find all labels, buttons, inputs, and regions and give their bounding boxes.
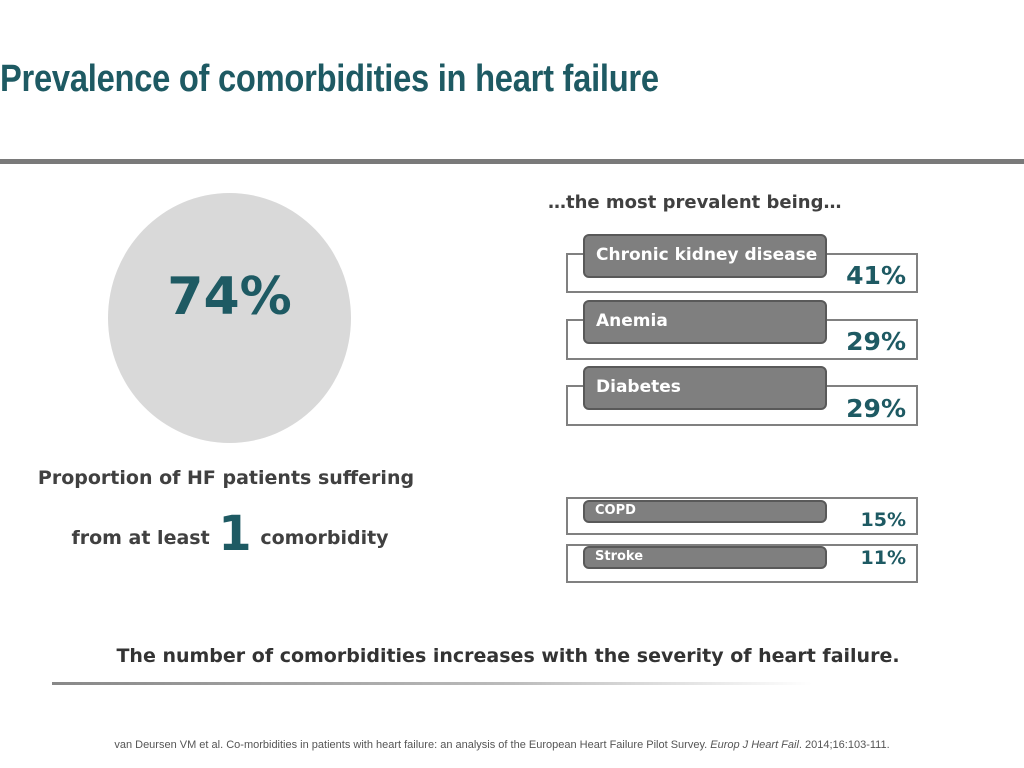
comorbidity-label-copd: COPD [583,500,827,523]
reference-citation: van Deursen VM et al. Co-morbidities in … [0,739,1004,751]
comorbidity-value-anemia: 29% [846,327,906,356]
page-title: Prevalence of comorbidities in heart fai… [0,58,659,100]
caption-number: 1 [218,506,252,562]
title-divider [0,159,1024,164]
comorbidity-value-ckd: 41% [846,261,906,290]
reference-journal: Europ J Heart Fail [710,739,799,751]
overall-circle: 74% [108,193,351,443]
comorbidity-label-diabetes: Diabetes [583,366,827,410]
caption-post: comorbidity [260,527,389,549]
overall-caption-line1: Proportion of HF patients suffering [37,467,415,489]
conclusion-text: The number of comorbidities increases wi… [116,645,900,667]
bottom-divider [52,682,812,685]
comorbidity-value-diabetes: 29% [846,394,906,423]
comorbidity-label-stroke: Stroke [583,546,827,569]
reference-details: . 2014;16:103-111. [798,739,890,751]
comorbidity-label-anemia: Anemia [583,300,827,344]
overall-percentage: 74% [167,267,292,327]
comorbidity-label-ckd: Chronic kidney disease [583,234,827,278]
caption-pre: from at least [71,527,210,549]
overall-caption-line2: from at least 1 comorbidity [30,506,430,562]
reference-text: van Deursen VM et al. Co-morbidities in … [114,739,708,751]
list-heading: …the most prevalent being… [548,192,842,213]
comorbidity-value-copd: 15% [860,509,906,531]
comorbidity-value-stroke: 11% [860,547,906,569]
